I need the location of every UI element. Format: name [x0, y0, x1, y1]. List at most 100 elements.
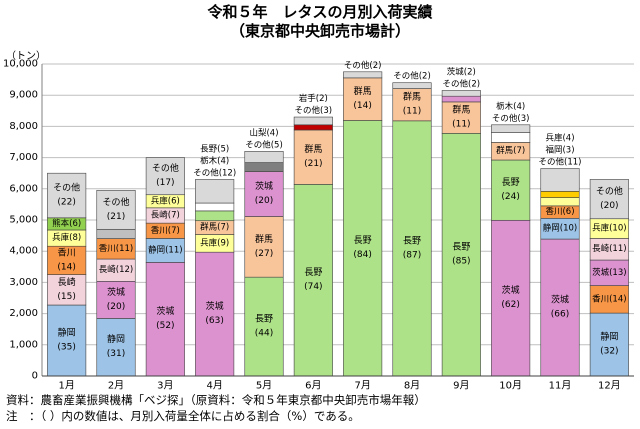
segment-label: 茨城 — [255, 180, 273, 192]
segment-label: 山梨(4) — [249, 127, 278, 138]
segment-label: 長崎(7) — [151, 209, 180, 220]
segment-label: 群馬 — [304, 143, 322, 155]
bar-segment — [343, 71, 383, 79]
segment-label: (22) — [57, 198, 75, 208]
segment-label: (14) — [353, 101, 371, 111]
segment-label: (11) — [403, 107, 421, 117]
segment-label: 長崎 — [58, 276, 76, 288]
bar-segment — [195, 179, 235, 204]
segment-label: 兵庫(10) — [592, 223, 626, 234]
bar-segment — [491, 132, 531, 143]
bar-segment — [540, 238, 580, 377]
x-tick-label: 6月 — [305, 380, 321, 392]
segment-label: (20) — [255, 196, 273, 206]
y-tick-label: 9,000 — [9, 90, 38, 101]
bar-segment — [589, 259, 629, 286]
segment-label: その他(11) — [539, 157, 582, 168]
segment-label: (21) — [107, 212, 125, 222]
segment-label: 栃木(4) — [200, 155, 229, 166]
segment-label: 群馬(7) — [496, 145, 525, 156]
segment-label: その他(3) — [492, 113, 530, 124]
segment-label: その他(5) — [245, 139, 283, 150]
segment-label: その他(12) — [193, 167, 236, 178]
segment-label: 兵庫(9) — [200, 237, 229, 248]
segment-label: 茨城(2) — [447, 67, 476, 78]
y-tick-label: 5,000 — [9, 215, 38, 226]
y-tick-label: 4,000 — [9, 246, 38, 257]
segment-label: 静岡 — [58, 327, 76, 339]
segment-label: 静岡 — [600, 331, 618, 343]
chart-subtitle: （東京都中央卸売市場計） — [229, 22, 410, 40]
bar-segment — [491, 124, 531, 133]
segment-label: (21) — [304, 159, 322, 169]
bar-segment — [96, 228, 136, 239]
y-axis-unit-label: （トン） — [6, 51, 46, 62]
bar-segment — [96, 189, 136, 230]
segment-label: (52) — [156, 321, 174, 331]
segment-label: 長野 — [255, 314, 273, 325]
x-tick-label: 2月 — [108, 380, 124, 392]
bar-segment — [343, 77, 383, 121]
segment-label: 兵庫(8) — [52, 232, 81, 243]
segment-label: 香川(11) — [99, 243, 133, 254]
segment-label: (62) — [501, 300, 519, 310]
segment-label: その他(2) — [344, 60, 382, 71]
x-tick-label: 10月 — [499, 380, 522, 392]
bar-segment — [47, 274, 87, 306]
bar-segment — [145, 262, 185, 377]
bar-segment — [47, 172, 87, 219]
source-note: 資料：農畜産業振興機構「ベジ探」（原資料：令和５年東京都中央卸売市場年報） — [6, 393, 426, 407]
segment-label: 茨城(13) — [592, 267, 626, 278]
segment-label: (85) — [452, 257, 470, 267]
bar-segment — [47, 245, 87, 275]
y-tick-label: 3,000 — [9, 277, 38, 288]
y-tick-label: 7,000 — [9, 152, 38, 163]
segment-label: 長野 — [403, 235, 421, 246]
segment-label: 茨城 — [502, 284, 520, 296]
segment-label: 静岡 — [107, 333, 125, 345]
bar-segment — [540, 197, 580, 207]
bar-segment — [96, 281, 136, 319]
bar-segment — [589, 312, 629, 377]
bar-segment — [491, 159, 531, 221]
bar-segment — [195, 210, 235, 222]
segment-label: (27) — [255, 249, 273, 259]
bar-segment — [343, 120, 383, 377]
segment-label: 長崎(12) — [99, 264, 133, 275]
bar-segment — [392, 88, 432, 122]
x-tick-label: 3月 — [157, 380, 173, 392]
segment-label: 栃木(4) — [496, 101, 525, 112]
segment-label: その他 — [152, 162, 179, 174]
bar-segment — [540, 168, 580, 192]
bar-segment — [441, 90, 481, 97]
segment-label: (15) — [57, 292, 75, 302]
bar-segment — [540, 191, 580, 198]
stacked-bar-chart: 0 1,000 2,000 3,000 4,000 5,000 6,000 7,000 8,00… — [3, 59, 634, 392]
segment-label: 兵庫(6) — [151, 195, 180, 206]
x-tick-label: 5月 — [256, 380, 272, 392]
bar-segment — [244, 171, 284, 217]
y-tick-label: 8,000 — [9, 121, 38, 132]
x-tick-label: 8月 — [404, 380, 420, 392]
segment-label: 長崎(11) — [592, 243, 626, 254]
segment-label: 福岡(3) — [545, 145, 574, 156]
segment-label: (66) — [551, 310, 569, 320]
y-tick-label: 1,000 — [9, 339, 38, 350]
segment-label: その他 — [102, 196, 129, 208]
bar-segment — [195, 251, 235, 377]
bar-segment — [244, 151, 284, 163]
bar-segment — [195, 202, 235, 212]
x-tick-label: 12月 — [598, 380, 621, 392]
x-tick-label: 7月 — [354, 380, 370, 392]
segment-label: 群馬 — [354, 85, 372, 97]
segment-label: (11) — [452, 120, 470, 130]
segment-label: その他(3) — [295, 105, 333, 116]
bar-segment — [589, 179, 629, 220]
bar-segment — [244, 216, 284, 278]
segment-label: その他 — [53, 182, 80, 194]
segment-label: 茨城 — [107, 286, 125, 298]
segment-label: (35) — [57, 343, 75, 353]
segment-label: (20) — [600, 201, 618, 211]
segment-label: 香川(7) — [151, 225, 180, 236]
segment-label: 茨城 — [206, 300, 224, 312]
